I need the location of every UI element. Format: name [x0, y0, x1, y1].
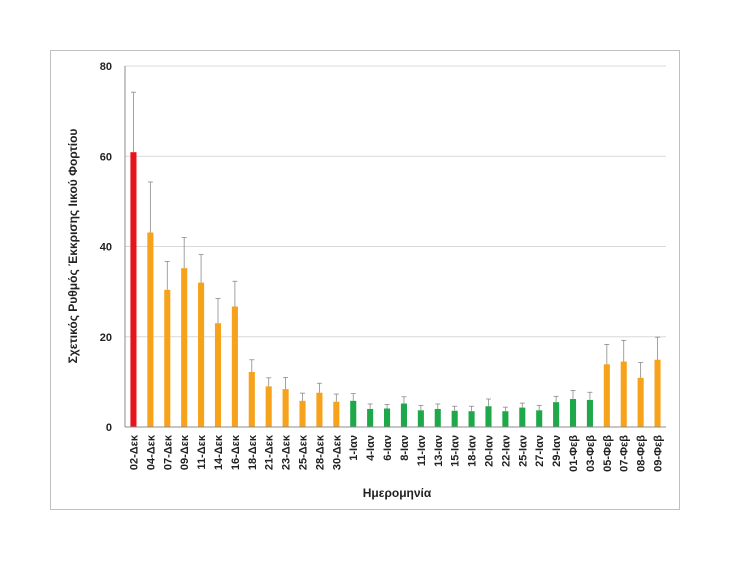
bar	[434, 408, 441, 427]
x-tick-label: 20-Ιαν	[483, 435, 495, 467]
bar	[451, 410, 458, 427]
x-tick-label: 07-Δεκ	[162, 434, 174, 470]
x-tick-label: 16-Δεκ	[230, 434, 242, 470]
bar	[333, 401, 340, 427]
bar	[214, 323, 222, 427]
x-tick-label: 21-Δεκ	[264, 434, 276, 470]
chart-frame	[50, 50, 680, 510]
bar	[620, 361, 627, 427]
bar	[603, 364, 610, 427]
x-tick-label: 11-Ιαν	[416, 435, 428, 466]
bar	[553, 402, 560, 427]
x-tick-label: 28-Δεκ	[314, 434, 326, 470]
bar	[130, 152, 137, 427]
x-tick-label: 18-Ιαν	[467, 435, 479, 467]
y-tick-label: 80	[100, 61, 112, 73]
bar	[519, 407, 526, 427]
x-tick-label: 07-Φεβ	[619, 435, 631, 472]
x-tick-label: 05-Φεβ	[602, 435, 614, 472]
x-tick-label: 04-Δεκ	[145, 434, 157, 470]
bar	[654, 359, 661, 427]
bar	[367, 408, 374, 427]
x-tick-labels: 02-Δεκ 04-Δεκ 07-Δεκ 09-Δεκ 11-Δεκ 14-Δεκ 16-Δ…	[128, 434, 664, 472]
x-tick-label: 08-Φεβ	[636, 435, 648, 472]
bar	[536, 410, 543, 427]
bar	[282, 389, 289, 427]
y-tick-label: 40	[100, 242, 112, 254]
x-tick-label: 18-Δεκ	[247, 434, 259, 470]
bar	[248, 371, 255, 427]
x-tick-label: 01-Φεβ	[568, 435, 580, 472]
bar	[164, 289, 171, 427]
y-tick-label: 60	[100, 151, 112, 163]
x-tick-label: 25-Ιαν	[517, 435, 529, 467]
bar	[181, 268, 188, 427]
bar	[569, 399, 577, 427]
y-axis-title: Σχετικός Ρυθμός Έκκρισης Ιικού Φορτίου	[66, 129, 80, 364]
x-tick-label: 22-Ιαν	[500, 435, 512, 467]
x-axis-title: Ημερομηνία	[363, 486, 432, 500]
x-tick-label: 14-Δεκ	[213, 434, 225, 470]
y-tick-labels: 0 20 40 60 80	[100, 61, 112, 434]
x-tick-label: 30-Δεκ	[331, 434, 343, 470]
bar	[586, 399, 593, 427]
x-tick-label: 4-Ιαν	[365, 435, 377, 461]
bar	[231, 306, 238, 427]
bar	[147, 232, 154, 427]
gridlines	[125, 65, 666, 338]
bar	[299, 400, 306, 427]
axes	[124, 66, 666, 428]
x-tick-label: 02-Δεκ	[128, 434, 140, 470]
bar	[485, 406, 492, 427]
x-tick-label: 1-Ιαν	[348, 435, 360, 461]
bar	[198, 282, 205, 427]
x-tick-label: 13-Ιαν	[433, 435, 445, 467]
error-bars	[130, 91, 661, 412]
bar	[316, 392, 323, 427]
x-tick-label: 6-Ιαν	[382, 435, 394, 461]
x-tick-label: 25-Δεκ	[298, 434, 310, 470]
y-tick-label: 20	[100, 332, 112, 344]
bar	[417, 410, 424, 427]
bar	[350, 400, 357, 427]
x-tick-label: 8-Ιαν	[399, 435, 411, 461]
bars	[130, 152, 661, 427]
x-tick-label: 15-Ιαν	[450, 435, 462, 467]
x-tick-label: 29-Ιαν	[551, 435, 563, 467]
bar	[400, 403, 407, 427]
bar	[468, 411, 475, 427]
bar	[384, 408, 391, 427]
y-tick-label: 0	[106, 422, 112, 434]
bar	[637, 377, 644, 427]
x-tick-label: 27-Ιαν	[534, 435, 546, 467]
x-tick-label: 11-Δεκ	[196, 434, 208, 469]
x-tick-label: 23-Δεκ	[281, 434, 293, 470]
x-tick-label: 09-Δεκ	[179, 434, 191, 470]
x-tick-label: 09-Φεβ	[653, 435, 665, 472]
bar	[265, 386, 272, 427]
bar	[502, 411, 509, 427]
x-tick-label: 03-Φεβ	[585, 435, 597, 472]
